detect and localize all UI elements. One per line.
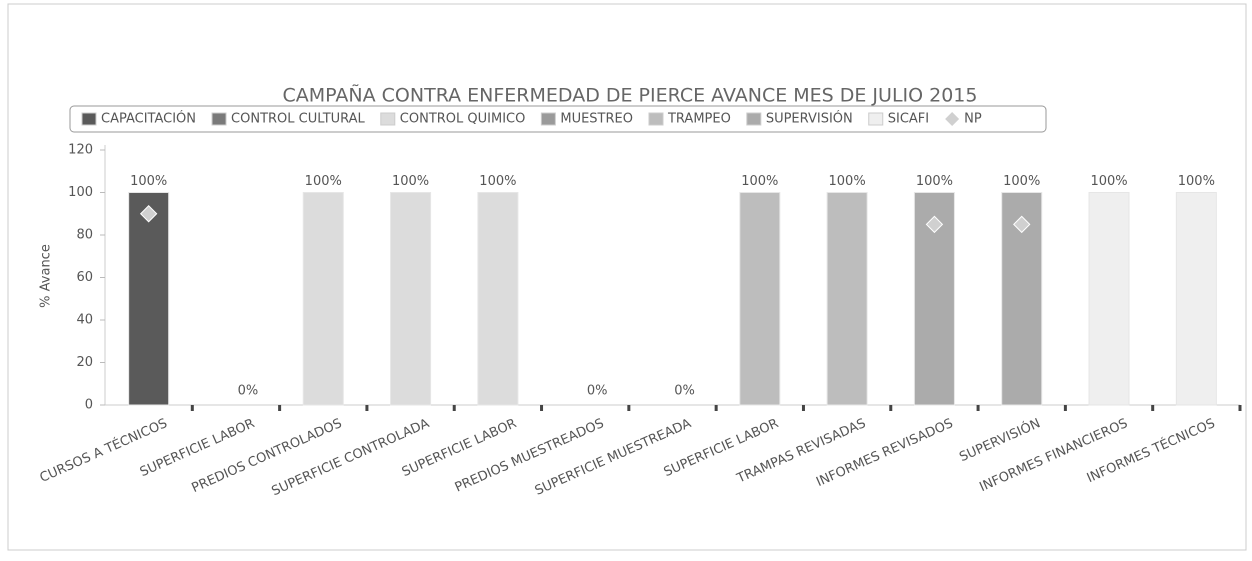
legend-label: TRAMPEO xyxy=(667,112,731,127)
legend-swatch xyxy=(945,112,960,126)
legend-label: SICAFI xyxy=(888,112,929,127)
marker xyxy=(925,215,944,234)
data-label: 100% xyxy=(741,174,778,189)
legend-box xyxy=(69,105,1047,133)
y-tick-label: 60 xyxy=(76,270,93,285)
bar xyxy=(1088,192,1130,406)
chart-title: CAMPAÑA CONTRA ENFERMEDAD DE PIERCE AVAN… xyxy=(283,84,978,107)
legend-swatch xyxy=(746,112,762,126)
chart-border xyxy=(7,3,1247,551)
x-tick-label: INFORMES FINANCIEROS xyxy=(977,416,1130,495)
legend-swatch xyxy=(648,112,664,126)
data-label: 100% xyxy=(916,174,953,189)
data-label: 100% xyxy=(305,174,342,189)
data-label: 100% xyxy=(1090,174,1127,189)
data-label: 0% xyxy=(587,384,608,399)
bar xyxy=(1175,192,1217,406)
y-tick-label: 120 xyxy=(68,143,93,158)
y-tick-label: 0 xyxy=(85,398,93,413)
bar xyxy=(826,192,868,406)
legend-label: NP xyxy=(964,112,982,127)
marker xyxy=(139,205,158,223)
legend-label: MUESTREO xyxy=(560,112,633,127)
legend-swatch xyxy=(211,112,227,126)
data-label: 0% xyxy=(674,384,695,399)
marker xyxy=(1013,215,1031,234)
data-label: 100% xyxy=(829,174,866,189)
legend-swatch xyxy=(540,112,556,126)
bar xyxy=(128,192,170,406)
bar xyxy=(477,192,519,406)
legend-label: CAPACITACIÓN xyxy=(101,111,196,127)
legend-label: CONTROL CULTURAL xyxy=(231,112,366,127)
x-tick-label: PREDIOS MUESTREADOS xyxy=(453,416,606,495)
y-tick-label: 80 xyxy=(76,228,93,243)
bar xyxy=(739,192,781,406)
data-label: 100% xyxy=(130,174,167,189)
data-label: 100% xyxy=(1003,174,1040,189)
x-tick-label: SUPERFICIE CONTROLADA xyxy=(270,416,432,499)
legend-label: SUPERVISIÓN xyxy=(766,111,853,127)
x-tick-label: PREDIOS CONTROLADOS xyxy=(190,416,345,496)
data-label: 100% xyxy=(392,174,429,189)
legend-label: CONTROL QUIMICO xyxy=(400,112,526,127)
bar xyxy=(390,192,432,406)
y-axis-label: % Avance xyxy=(39,244,54,308)
y-tick-label: 40 xyxy=(76,313,93,328)
x-tick-label: SUPERFICIE MUESTREADA xyxy=(533,416,694,499)
bar xyxy=(302,192,344,406)
data-label: 100% xyxy=(479,174,516,189)
legend-swatch xyxy=(81,112,97,126)
legend-swatch xyxy=(868,112,884,126)
data-label: 0% xyxy=(238,384,259,399)
y-tick-label: 100 xyxy=(68,185,93,200)
data-label: 100% xyxy=(1178,174,1215,189)
y-tick-label: 20 xyxy=(76,355,93,370)
legend-swatch xyxy=(380,112,396,126)
